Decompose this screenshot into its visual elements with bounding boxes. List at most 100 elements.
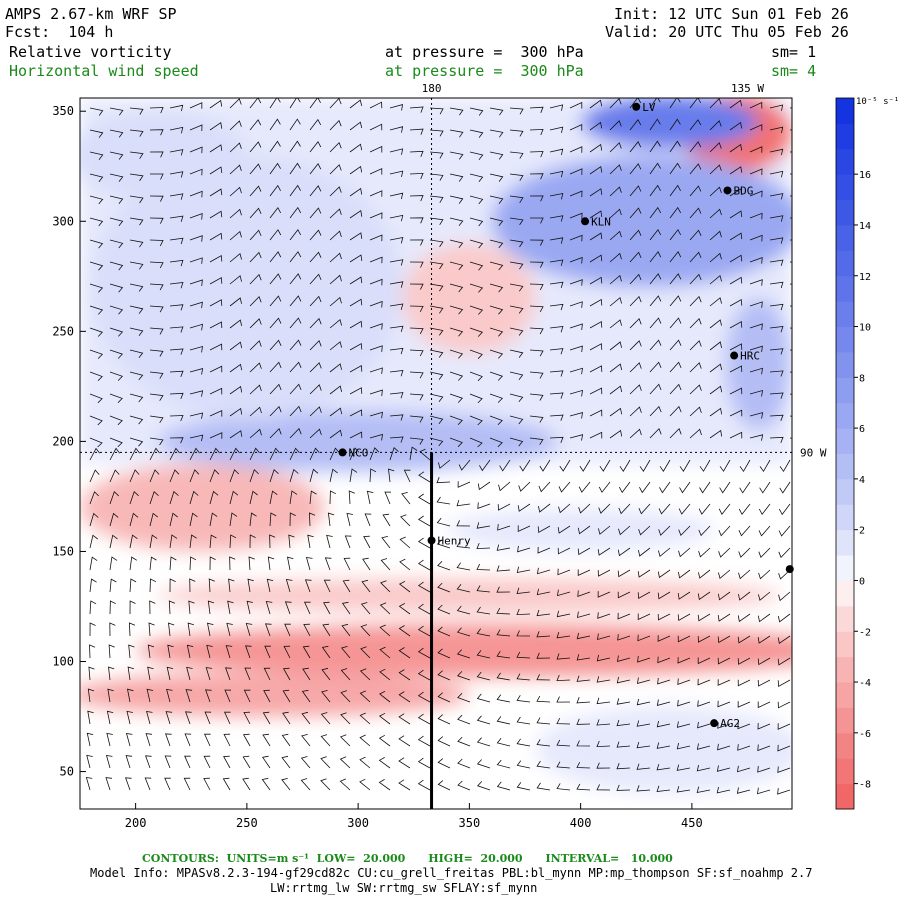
- wind-barb: [89, 578, 97, 593]
- wind-barb: [709, 230, 722, 241]
- wind-barb: [109, 327, 124, 337]
- wind-barb: [203, 755, 211, 769]
- wind-barb: [557, 568, 571, 576]
- wind-barb: [126, 710, 133, 725]
- wind-barb: [559, 459, 571, 472]
- vorticity-feature: [580, 98, 759, 149]
- wind-barb: [289, 184, 301, 197]
- wind-barb: [729, 121, 743, 131]
- wind-barb: [304, 579, 312, 593]
- wind-barb: [88, 666, 95, 681]
- wind-barb: [496, 737, 511, 747]
- wind-barb: [529, 106, 544, 113]
- wind-barb: [536, 674, 551, 681]
- wind-barb: [229, 164, 242, 175]
- wind-barb: [556, 783, 571, 791]
- wind-barb: [529, 239, 544, 246]
- wind-barb: [569, 279, 583, 286]
- wind-barb: [189, 534, 197, 549]
- wind-barb: [516, 738, 531, 747]
- wind-barb: [86, 732, 94, 747]
- wind-barb: [109, 261, 124, 271]
- wind-barb: [229, 208, 242, 219]
- wind-barb: [361, 579, 371, 593]
- wind-barb: [749, 345, 763, 353]
- wind-barb: [549, 192, 564, 200]
- colorbar-tick-label: -2: [859, 627, 871, 638]
- wind-barb: [779, 481, 791, 494]
- wind-barb: [449, 195, 464, 204]
- wind-barb: [309, 428, 322, 439]
- wind-barb: [709, 120, 722, 131]
- wind-barb: [249, 490, 258, 505]
- wind-barb: [409, 305, 424, 312]
- wind-barb: [669, 317, 682, 329]
- wind-barb: [229, 341, 243, 351]
- wind-barb: [269, 490, 278, 505]
- wind-barb: [717, 700, 731, 708]
- wind-barb: [449, 283, 464, 293]
- wind-barb: [676, 764, 691, 771]
- wind-barb: [709, 297, 722, 307]
- wind-barb: [609, 319, 622, 329]
- wind-barb: [417, 669, 431, 681]
- wind-barb: [360, 602, 371, 615]
- wind-barb: [436, 496, 451, 505]
- wind-barb: [329, 164, 342, 175]
- wind-barb: [609, 142, 622, 153]
- wind-barb: [489, 305, 504, 315]
- wind-barb: [89, 447, 101, 461]
- wind-barb: [87, 688, 95, 703]
- wind-barb: [657, 569, 671, 579]
- wind-barb: [249, 512, 257, 527]
- colorbar-tick-label: 14: [859, 221, 871, 232]
- wind-barb: [326, 534, 333, 549]
- wind-barb: [389, 281, 404, 288]
- wind-barb: [149, 556, 157, 571]
- wind-barb: [649, 98, 661, 109]
- wind-barb: [738, 569, 751, 580]
- wind-barb: [738, 525, 751, 537]
- wind-barb: [309, 362, 322, 373]
- wind-barb: [209, 254, 223, 263]
- colorbar-band: [836, 428, 854, 454]
- colorbar-tick-label: 4: [859, 475, 865, 486]
- wind-barb: [749, 124, 763, 131]
- wind-barb: [417, 603, 431, 615]
- wind-barb: [689, 141, 702, 153]
- wind-barb: [677, 635, 691, 643]
- wind-barb: [489, 371, 504, 381]
- wind-barb: [669, 140, 681, 153]
- wind-barb: [589, 276, 603, 285]
- wind-barb: [129, 129, 144, 137]
- wind-barb: [449, 349, 464, 359]
- station-marker: [723, 186, 732, 195]
- wind-barb: [649, 339, 662, 351]
- wind-barb: [128, 622, 136, 637]
- wind-barb: [149, 327, 164, 335]
- wind-barb: [749, 323, 763, 331]
- wind-barb: [496, 565, 511, 572]
- wind-barb: [549, 303, 564, 311]
- wind-barb: [129, 195, 144, 204]
- wind-barb: [269, 162, 281, 175]
- wind-barb: [657, 677, 671, 685]
- wind-barb: [758, 525, 771, 537]
- wind-barb: [769, 281, 784, 289]
- wind-barb: [549, 392, 564, 399]
- wind-barb: [249, 207, 262, 219]
- wind-barb: [697, 591, 711, 601]
- wind-barb: [289, 339, 302, 351]
- wind-barb: [456, 520, 471, 527]
- wind-barb: [729, 409, 743, 417]
- valid-time: Valid: 20 UTC Thu 05 Feb 26: [605, 23, 849, 41]
- wind-barb: [89, 107, 104, 116]
- wind-barb: [168, 600, 176, 615]
- wind-barb: [89, 600, 97, 615]
- wind-barb: [749, 434, 764, 441]
- vorticity-feature: [536, 705, 792, 794]
- wind-barb: [168, 622, 175, 637]
- vorticity-feature: [447, 507, 715, 552]
- wind-barb: [269, 534, 276, 549]
- wind-barb: [109, 447, 121, 461]
